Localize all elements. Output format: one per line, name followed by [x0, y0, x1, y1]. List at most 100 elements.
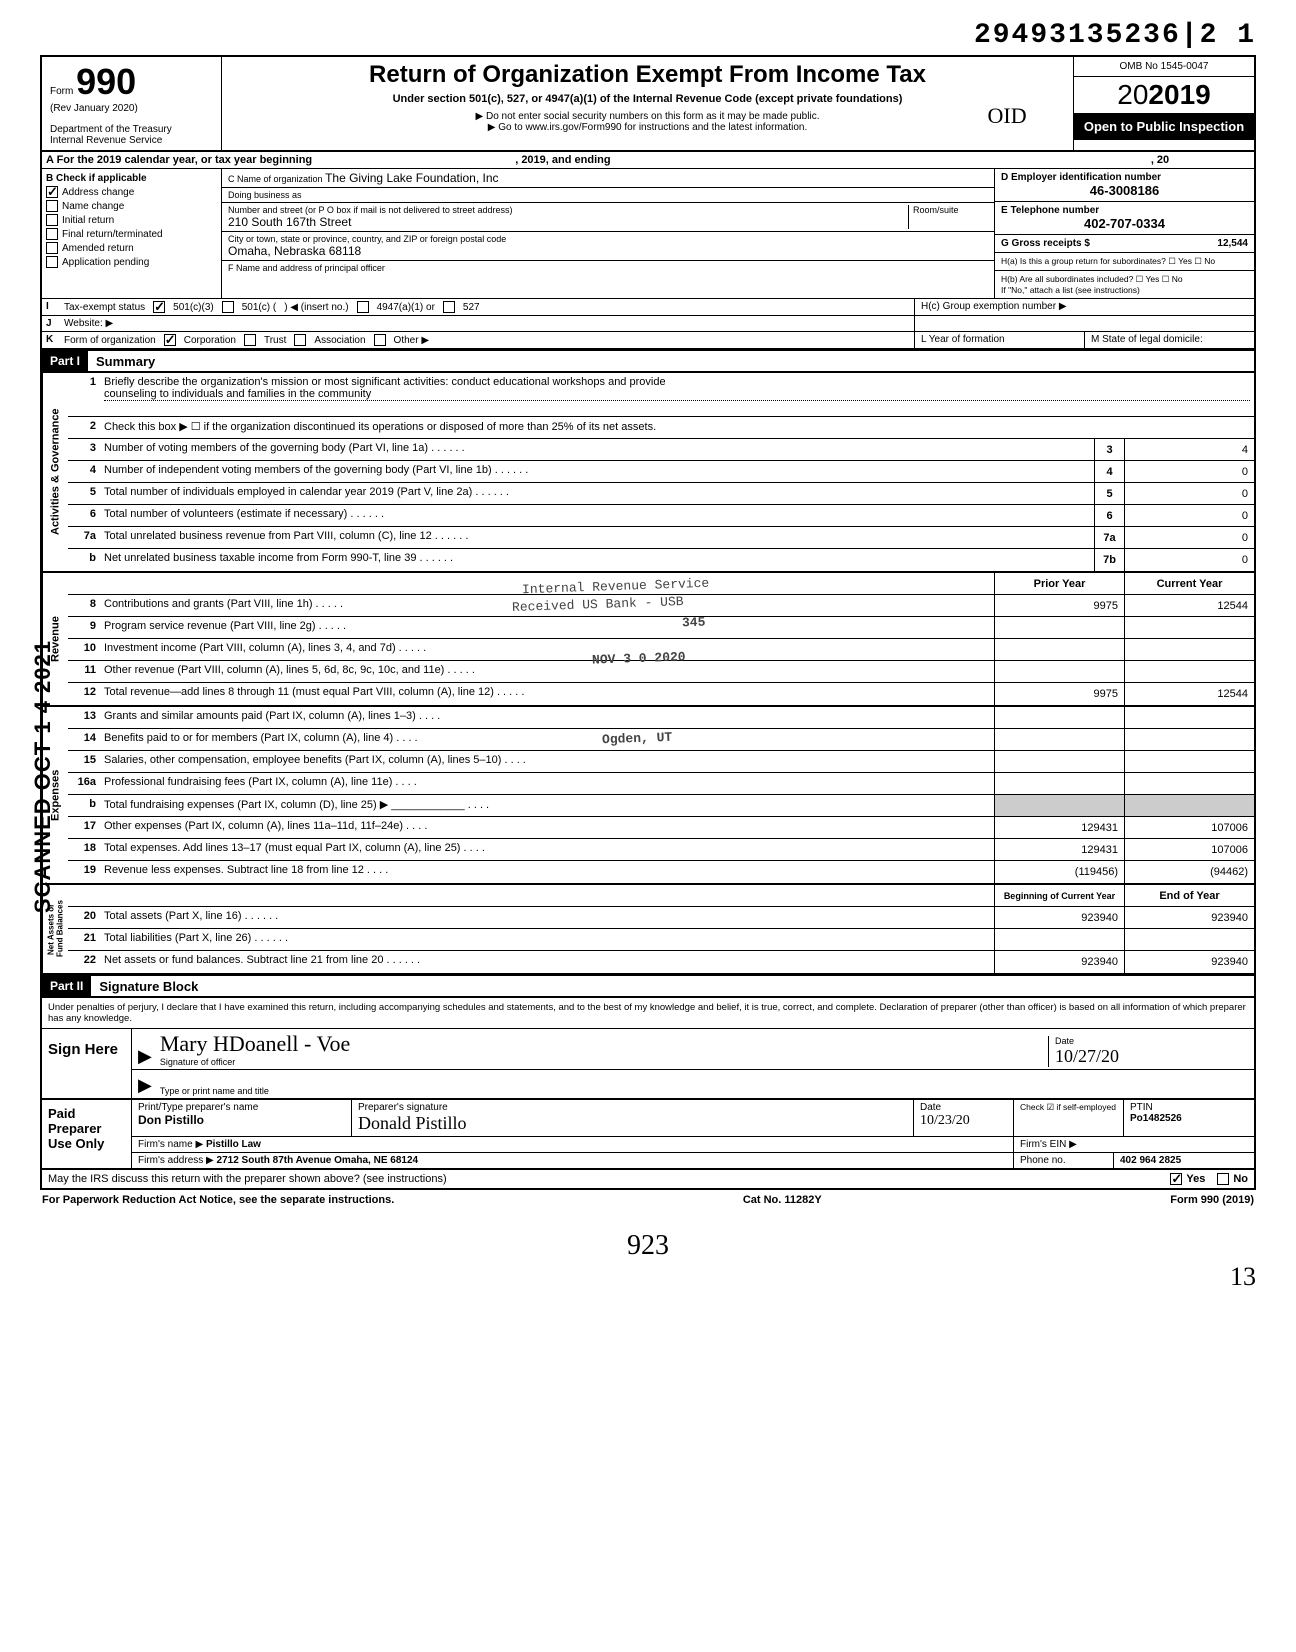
prep-name: Don Pistillo: [138, 1113, 345, 1127]
lbl-4947: 4947(a)(1) or: [377, 302, 435, 313]
firm-phone-label: Phone no.: [1014, 1153, 1114, 1168]
part2-title: Signature Block: [91, 979, 198, 994]
prep-name-label: Print/Type preparer's name: [138, 1102, 345, 1113]
sig-label: Signature of officer: [160, 1057, 1048, 1067]
line1-value: conduct educational workshops and provid…: [452, 376, 666, 388]
vtab-na: Net Assets orFund Balances: [42, 885, 68, 973]
row-a-left: A For the 2019 calendar year, or tax yea…: [46, 154, 312, 166]
lbl-corp: Corporation: [184, 335, 236, 346]
chk-corp[interactable]: [164, 334, 176, 346]
chk-trust[interactable]: [244, 334, 256, 346]
phone-label: E Telephone number: [1001, 205, 1248, 216]
line1-label: Briefly describe the organization's miss…: [104, 376, 448, 388]
chk-assoc[interactable]: [294, 334, 306, 346]
lbl-assoc: Association: [314, 335, 365, 346]
chk-527[interactable]: [443, 301, 455, 313]
arrow-icon-2: ▶: [138, 1075, 152, 1096]
note2: ▶ Go to www.irs.gov/Form990 for instruct…: [230, 122, 1065, 133]
revision: (Rev January 2020): [50, 103, 213, 114]
chk-initial[interactable]: [46, 214, 58, 226]
room-label: Room/suite: [908, 205, 988, 229]
net-assets-section: Net Assets orFund Balances Beginning of …: [40, 885, 1256, 975]
vtab-ag: Activities & Governance: [42, 373, 68, 571]
discuss-row: May the IRS discuss this return with the…: [40, 1170, 1256, 1190]
street-label: Number and street (or P O box if mail is…: [228, 205, 908, 215]
chk-address-change[interactable]: [46, 186, 58, 198]
lbl-final: Final return/terminated: [62, 229, 163, 240]
ein-label: D Employer identification number: [1001, 172, 1248, 183]
part1-header: Part I Summary: [40, 350, 1256, 373]
website-label: Website: ▶: [60, 316, 914, 331]
dba-label: Doing business as: [228, 190, 302, 200]
lbl-name-change: Name change: [62, 201, 124, 212]
chk-final[interactable]: [46, 228, 58, 240]
page-footer: For Paperwork Reduction Act Notice, see …: [40, 1190, 1256, 1210]
form-org-label: Form of organization: [64, 335, 156, 346]
firm-label: Firm's name ▶: [138, 1139, 203, 1150]
chk-amended[interactable]: [46, 242, 58, 254]
initials: OID: [988, 103, 1027, 129]
part2-header: Part II Signature Block: [40, 975, 1256, 998]
lbl-yes: Yes: [1186, 1173, 1205, 1185]
lbl-527: 527: [463, 302, 480, 313]
row-k-lab: K: [42, 332, 60, 348]
expenses-section: Expenses 13Grants and similar amounts pa…: [40, 707, 1256, 885]
tax-year: 2019: [1148, 79, 1210, 110]
form-title: Return of Organization Exempt From Incom…: [230, 61, 1065, 89]
discuss-question: May the IRS discuss this return with the…: [48, 1173, 1170, 1185]
line1-value2: counseling to individuals and families i…: [104, 388, 1250, 401]
revenue-section: Revenue Prior Year Current Year 8Contrib…: [40, 573, 1256, 707]
lbl-address-change: Address change: [62, 187, 134, 198]
page-number-hand: 13: [40, 1262, 1256, 1292]
ha: H(a) Is this a group return for subordin…: [995, 253, 1254, 271]
col-current: Current Year: [1124, 573, 1254, 594]
org-name: The Giving Lake Foundation, Inc: [325, 171, 498, 185]
col-end: End of Year: [1124, 885, 1254, 906]
lbl-pending: Application pending: [62, 257, 149, 268]
street-value: 210 South 167th Street: [228, 215, 908, 229]
firm-phone: 402 964 2825: [1114, 1153, 1254, 1168]
chk-discuss-no[interactable]: [1217, 1173, 1229, 1185]
bottom-handwriting: 923: [40, 1230, 1256, 1262]
chk-discuss-yes[interactable]: [1170, 1173, 1182, 1185]
name-label: C Name of organization: [228, 174, 323, 184]
phone-value: 402-707-0334: [1001, 216, 1248, 231]
entity-block: B Check if applicable Address change Nam…: [40, 169, 1256, 299]
prep-signature: Donald Pistillo: [358, 1113, 907, 1134]
lbl-other: Other ▶: [394, 335, 429, 346]
gross-value: 12,544: [1217, 238, 1248, 249]
chk-other[interactable]: [374, 334, 386, 346]
col-c: C Name of organization The Giving Lake F…: [222, 169, 994, 298]
chk-501c[interactable]: [222, 301, 234, 313]
row-j-lab: J: [42, 316, 60, 331]
pra-notice: For Paperwork Reduction Act Notice, see …: [42, 1194, 394, 1206]
lbl-no: No: [1233, 1173, 1248, 1185]
row-k: K Form of organization Corporation Trust…: [40, 332, 1256, 350]
cat-no: Cat No. 11282Y: [743, 1194, 822, 1206]
prep-sig-label: Preparer's signature: [358, 1102, 907, 1113]
row-i: I Tax-exempt status 501(c)(3) 501(c) ( )…: [40, 299, 1256, 316]
state-domicile: M State of legal domicile:: [1084, 332, 1254, 348]
gross-label: G Gross receipts $: [1001, 238, 1090, 249]
lbl-initial: Initial return: [62, 215, 114, 226]
hb2: If "No," attach a list (see instructions…: [1001, 285, 1248, 295]
row-a: A For the 2019 calendar year, or tax yea…: [40, 152, 1256, 169]
open-inspection: Open to Public Inspection: [1074, 113, 1254, 140]
line2: Check this box ▶ ☐ if the organization d…: [100, 417, 1254, 438]
chk-501c3[interactable]: [153, 301, 165, 313]
col-prior: Prior Year: [994, 573, 1124, 594]
lbl-trust: Trust: [264, 335, 286, 346]
ptin-value: Po1482526: [1130, 1113, 1248, 1124]
chk-name-change[interactable]: [46, 200, 58, 212]
chk-pending[interactable]: [46, 256, 58, 268]
col-d: D Employer identification number 46-3008…: [994, 169, 1254, 298]
date-label: Date: [1055, 1036, 1248, 1046]
row-j: J Website: ▶: [40, 316, 1256, 332]
irs: Internal Revenue Service: [50, 135, 213, 146]
perjury-text: Under penalties of perjury, I declare th…: [42, 998, 1254, 1029]
vtab-expenses: Expenses: [42, 707, 68, 883]
arrow-icon: ▶: [138, 1046, 152, 1067]
ptin-label: PTIN: [1130, 1102, 1248, 1113]
chk-4947[interactable]: [357, 301, 369, 313]
dept: Department of the Treasury: [50, 124, 213, 135]
